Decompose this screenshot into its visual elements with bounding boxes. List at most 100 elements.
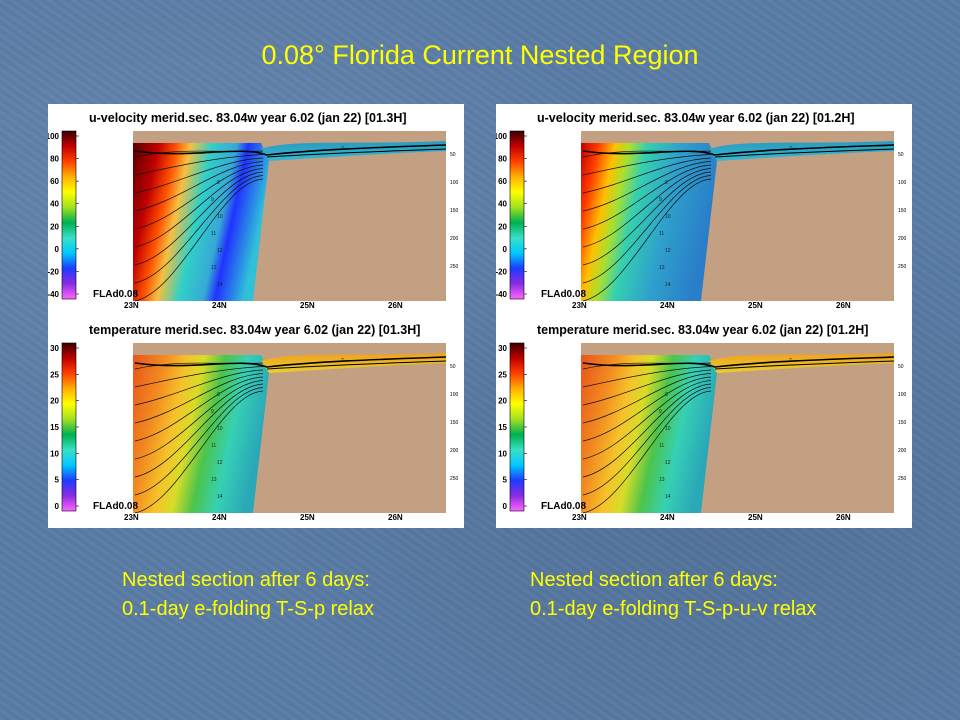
caption-line: 0.1-day e-folding T-S-p-u-v relax [530, 598, 817, 620]
colorbar-tick-label: -20 [496, 267, 508, 276]
section-water [133, 143, 269, 301]
panel-title: u-velocity merid.sec. 83.04w year 6.02 (… [537, 111, 855, 125]
colorbar-tick-label: 20 [498, 222, 507, 231]
colorbar [509, 342, 525, 512]
contour-label: 12 [665, 248, 671, 254]
contour-line [582, 383, 712, 478]
contour-line [134, 390, 264, 514]
contour-label: 14 [217, 282, 223, 288]
contour-label: 9 [211, 409, 214, 415]
colorbar-tick-label: 20 [50, 222, 59, 231]
colorbar-tick-label: 10 [50, 449, 59, 458]
depth-tick-label: 200 [898, 236, 907, 242]
colorbar-tick-label: 0 [55, 245, 60, 254]
colorbar [509, 130, 525, 300]
contour-label: 9 [211, 197, 214, 203]
caption-line: Nested section after 6 days: [530, 569, 778, 591]
contour-label: 13 [211, 265, 217, 271]
colorbar-tick-label: 0 [55, 502, 60, 511]
colorbar-tick-label: 0 [503, 245, 508, 254]
colorbar-tick-label: 80 [498, 155, 507, 164]
caption-right: Nested section after 6 days: 0.1-day e-f… [530, 566, 816, 624]
contour-label: 12 [665, 460, 671, 466]
x-tick-label: 24N [212, 513, 227, 522]
depth-tick-label: 100 [450, 392, 459, 398]
panel-title: temperature merid.sec. 83.04w year 6.02 … [89, 323, 420, 337]
colorbar-tick-label: 30 [50, 344, 59, 353]
temperature-section-panel: temperature merid.sec. 83.04w year 6.02 … [50, 323, 459, 522]
figure-left: u-velocity merid.sec. 83.04w year 6.02 (… [48, 104, 464, 528]
contour-label: 14 [217, 494, 223, 500]
x-tick-label: 25N [300, 513, 315, 522]
colorbar-tick-label: 100 [48, 132, 60, 141]
contour-line [134, 380, 264, 460]
contour-label: 14 [665, 494, 671, 500]
contour-line [134, 164, 264, 230]
contour-line [582, 171, 712, 266]
depth-tick-label: 150 [450, 208, 459, 214]
contour-line [582, 178, 712, 302]
velocity-section-panel: u-velocity merid.sec. 83.04w year 6.02 (… [48, 111, 459, 310]
x-tick-label: 26N [836, 513, 851, 522]
contour-line [582, 380, 712, 460]
x-tick-label: 24N [212, 301, 227, 310]
experiment-label: FLAd0.08 [93, 289, 138, 300]
depth-tick-label: 200 [450, 448, 459, 454]
contour-label: 10 [665, 426, 671, 432]
colorbar-tick-label: 60 [498, 177, 507, 186]
no-data-strip [539, 131, 581, 301]
contour-label: 9 [659, 409, 662, 415]
contour-label: 11 [211, 231, 216, 237]
x-tick-label: 23N [124, 301, 139, 310]
contour-line [134, 161, 264, 212]
panel-title: temperature merid.sec. 83.04w year 6.02 … [537, 323, 868, 337]
contour-label: 8 [665, 180, 668, 186]
colorbar-tick-label: 5 [55, 476, 60, 485]
x-tick-label: 26N [388, 513, 403, 522]
contour-label: 13 [659, 477, 665, 483]
depth-tick-label: 50 [898, 364, 904, 370]
colorbar [61, 130, 77, 300]
contour-line [134, 387, 264, 496]
contour-line [134, 366, 264, 388]
contour-label: 12 [217, 248, 223, 254]
contour-label: 10 [217, 214, 223, 220]
contour-label: 9 [659, 197, 662, 203]
contour-line [582, 373, 712, 424]
no-data-strip [91, 131, 133, 301]
colorbar-tick-label: 25 [498, 370, 507, 379]
mixed-layer-line [134, 144, 447, 156]
section-water [581, 143, 717, 301]
slide-title: 0.08° Florida Current Nested Region [261, 40, 699, 70]
colorbar-tick-label: 20 [498, 397, 507, 406]
contour-line [582, 175, 712, 284]
colorbar-tick-label: 60 [50, 177, 59, 186]
contour-label: 11 [659, 231, 664, 237]
mixed-layer-line [714, 360, 895, 370]
contour-label: 11 [211, 443, 216, 449]
contour-label: 13 [659, 265, 665, 271]
experiment-label: FLAd0.08 [93, 501, 138, 512]
colorbar-tick-label: -40 [496, 290, 508, 299]
colorbar-tick-label: 80 [50, 155, 59, 164]
depth-tick-label: 100 [450, 180, 459, 186]
mixed-layer-line [266, 360, 447, 370]
depth-tick-label: 200 [898, 448, 907, 454]
depth-tick-label: 200 [450, 236, 459, 242]
colorbar [61, 342, 77, 512]
contour-label: 11 [659, 443, 664, 449]
experiment-label: FLAd0.08 [541, 501, 586, 512]
contour-line [582, 154, 712, 176]
contour-line [582, 161, 712, 212]
x-tick-label: 23N [572, 301, 587, 310]
colorbar-tick-label: -20 [48, 267, 60, 276]
mixed-layer-line [582, 144, 895, 156]
x-tick-label: 25N [748, 301, 763, 310]
colorbar-tick-label: 15 [498, 423, 507, 432]
contour-line [582, 366, 712, 388]
contour-label: 7 [341, 358, 344, 364]
contour-label: 12 [217, 460, 223, 466]
contour-label: 10 [217, 426, 223, 432]
contour-label: 13 [211, 477, 217, 483]
contour-line [582, 157, 712, 194]
